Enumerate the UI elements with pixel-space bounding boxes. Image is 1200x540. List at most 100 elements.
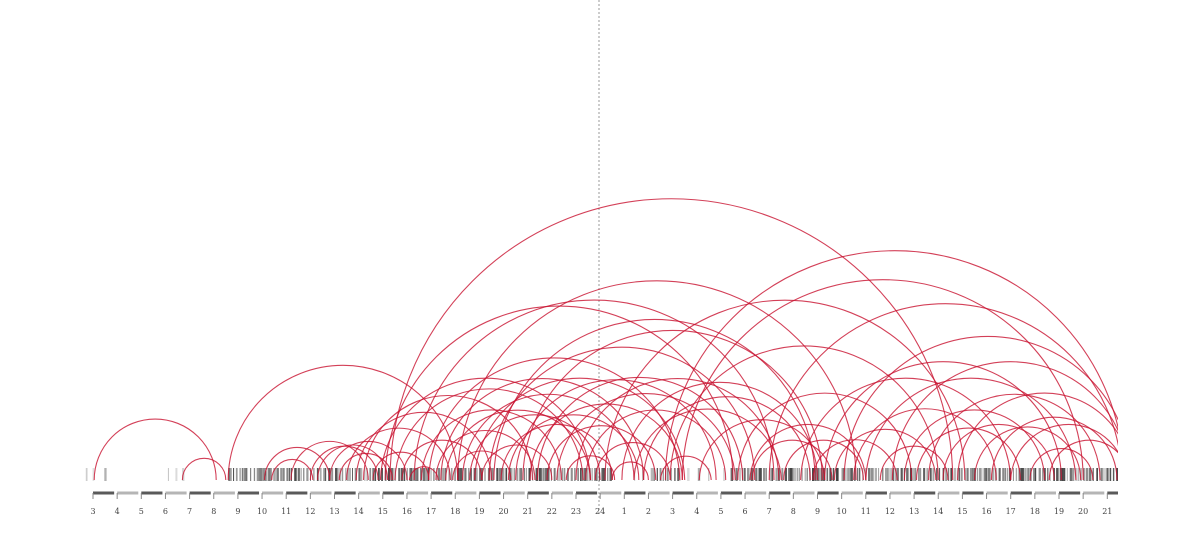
event-tick: [1066, 468, 1068, 481]
hour-label: 15: [957, 507, 967, 516]
event-tick: [656, 468, 658, 481]
event-tick: [352, 468, 353, 481]
hour-label: 19: [1054, 507, 1064, 516]
event-tick: [837, 468, 839, 481]
event-tick: [521, 468, 523, 481]
connection-arc: [507, 414, 640, 481]
connection-arc: [536, 376, 744, 481]
event-tick: [850, 468, 853, 481]
event-tick: [723, 468, 726, 481]
event-tick: [546, 468, 549, 481]
event-tick: [358, 468, 361, 481]
event-tick: [513, 468, 516, 481]
event-tick: [345, 468, 347, 481]
event-tick: [563, 468, 566, 481]
event-tick: [464, 468, 467, 481]
connection-arc: [440, 378, 645, 481]
event-tick: [233, 468, 235, 481]
event-tick: [360, 468, 363, 481]
hour-label: 20: [1078, 507, 1088, 516]
event-tick: [736, 468, 738, 481]
connection-arc: [401, 439, 483, 481]
event-tick: [796, 468, 798, 481]
event-tick: [323, 468, 326, 481]
event-tick: [282, 468, 285, 481]
event-tick: [1101, 468, 1104, 481]
hour-label: 12: [885, 507, 895, 516]
event-tick: [294, 468, 297, 481]
event-tick: [230, 468, 232, 481]
event-tick: [912, 468, 915, 481]
event-tick: [609, 468, 612, 481]
event-tick: [303, 468, 305, 481]
event-tick: [258, 468, 262, 481]
event-tick: [1085, 468, 1089, 481]
event-tick: [580, 468, 582, 481]
event-tick: [677, 468, 679, 481]
event-tick: [758, 468, 761, 481]
event-tick: [273, 468, 276, 481]
event-tick: [798, 468, 800, 481]
event-tick: [286, 468, 289, 481]
event-tick: [403, 468, 406, 481]
event-tick: [697, 468, 701, 481]
event-tick: [743, 468, 746, 481]
event-tick: [366, 468, 368, 481]
event-tick: [228, 468, 230, 481]
hour-label: 14: [933, 507, 943, 516]
connection-arc: [413, 299, 775, 481]
event-tick: [653, 468, 655, 481]
event-tick: [1035, 468, 1037, 481]
event-tick: [470, 468, 472, 481]
event-tick: [330, 468, 333, 481]
event-tick: [269, 468, 272, 481]
event-tick: [760, 468, 762, 481]
event-tick: [591, 468, 593, 481]
event-tick: [1044, 468, 1046, 481]
event-tick: [938, 468, 941, 481]
event-tick: [881, 468, 884, 481]
connection-arc: [355, 411, 493, 481]
event-tick: [909, 468, 912, 481]
event-tick: [253, 468, 256, 481]
hour-label: 23: [571, 507, 581, 516]
event-tick: [1083, 468, 1085, 481]
event-tick: [926, 468, 929, 481]
connection-arc: [389, 198, 954, 481]
connection-arc: [445, 409, 592, 481]
event-tick: [873, 468, 875, 481]
event-tick: [920, 468, 922, 481]
event-tick: [1112, 468, 1115, 481]
event-tick: [415, 468, 418, 481]
event-tick: [369, 468, 372, 481]
event-tick: [794, 468, 796, 481]
hour-label: 4: [115, 507, 120, 516]
event-tick: [781, 468, 784, 481]
hour-label: 3: [670, 507, 675, 516]
event-tick: [979, 468, 981, 481]
hour-label: 17: [1006, 507, 1016, 516]
event-tick: [1020, 468, 1023, 481]
event-tick: [528, 468, 531, 481]
event-tick: [1012, 468, 1014, 481]
event-tick: [914, 468, 917, 481]
event-tick: [734, 468, 738, 481]
hour-label: 16: [402, 507, 412, 516]
event-tick: [450, 468, 453, 481]
event-tick: [750, 468, 753, 481]
time-axis: [92, 491, 1118, 499]
connection-arc: [681, 279, 1084, 481]
arc-layer: [93, 198, 1118, 481]
event-tick: [288, 468, 290, 481]
event-tick: [1022, 468, 1025, 481]
hour-label: 2: [646, 507, 651, 516]
event-tick: [687, 468, 690, 481]
event-tick: [1015, 468, 1018, 481]
connection-arc: [435, 430, 536, 481]
connection-arc: [604, 299, 966, 481]
event-tick: [262, 468, 266, 481]
connection-arc: [957, 392, 1118, 481]
event-tick: [789, 468, 793, 481]
event-tick: [826, 468, 829, 481]
